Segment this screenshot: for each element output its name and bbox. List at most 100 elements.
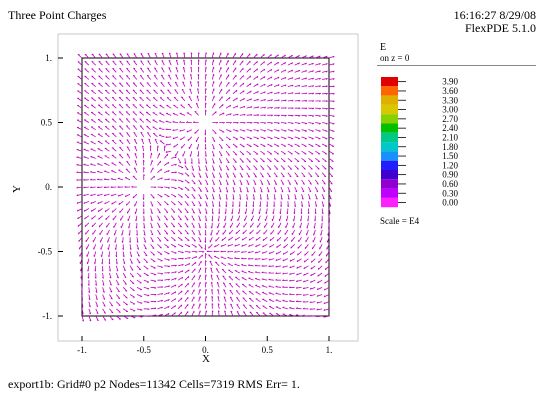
field-vector-head — [212, 162, 215, 164]
legend-level-label: 0.60 — [442, 179, 458, 189]
field-vector-head — [91, 217, 93, 220]
field-vector-head — [198, 226, 201, 229]
field-vector-head — [320, 226, 323, 229]
field-vector-head — [220, 244, 223, 247]
field-vector-head — [174, 156, 177, 159]
field-vector-head — [188, 95, 191, 98]
field-vector-head — [154, 314, 157, 317]
field-vector — [150, 244, 155, 249]
field-vector-head — [270, 69, 273, 72]
field-vector-head — [161, 300, 164, 302]
field-vector-head — [160, 89, 163, 91]
field-vector — [91, 215, 96, 220]
field-vector — [282, 293, 288, 295]
field-vector — [164, 215, 168, 221]
field-vector — [83, 156, 89, 159]
field-vector-head — [254, 251, 257, 254]
field-vector — [282, 300, 288, 303]
field-vector-head — [199, 240, 202, 243]
field-vector — [198, 310, 201, 317]
field-vector-head — [159, 240, 162, 242]
field-vector — [217, 222, 220, 229]
field-vector-head — [197, 154, 199, 157]
field-vector — [267, 76, 273, 80]
field-vector — [266, 158, 272, 163]
field-vector-head — [250, 122, 253, 124]
field-vector — [184, 243, 191, 247]
field-vector-head — [119, 53, 122, 55]
field-vector-head — [205, 212, 208, 215]
field-vector-head — [147, 52, 150, 55]
field-vector-head — [90, 201, 93, 204]
field-vector-head — [263, 54, 265, 57]
field-vector-head — [213, 52, 215, 55]
field-vector-head — [247, 183, 250, 186]
field-vector — [83, 134, 90, 138]
field-vector-head — [321, 212, 324, 215]
field-vector-head — [205, 296, 208, 298]
field-vector — [150, 167, 154, 173]
field-vector-head — [277, 69, 280, 72]
field-vector-head — [165, 143, 168, 146]
field-vector-head — [220, 154, 223, 157]
field-vector — [102, 308, 106, 314]
field-vector — [129, 301, 136, 305]
field-vector-head — [98, 217, 100, 220]
field-vector — [164, 186, 170, 189]
field-vector-head — [197, 73, 200, 76]
field-vector-head — [193, 240, 196, 242]
field-vector-head — [119, 154, 122, 156]
field-vector-head — [233, 176, 236, 178]
field-vector — [194, 129, 199, 134]
field-vector-head — [142, 145, 144, 148]
field-vector-head — [248, 238, 251, 241]
field-vector-head — [236, 113, 239, 116]
field-vector — [323, 315, 330, 318]
field-vector-head — [97, 194, 99, 196]
field-vector — [218, 179, 222, 186]
field-vector — [184, 201, 189, 206]
field-vector-head — [319, 70, 321, 73]
field-vector — [126, 146, 131, 152]
field-vector — [170, 229, 176, 235]
field-vector-head — [140, 67, 143, 70]
field-vector-head — [275, 183, 277, 185]
field-vector-head — [270, 61, 272, 64]
field-vector — [157, 160, 161, 166]
field-vector-head — [281, 190, 284, 193]
legend-level-label: 2.40 — [442, 123, 458, 133]
field-vector — [232, 52, 236, 59]
field-vector-head — [332, 123, 335, 125]
field-vector — [280, 158, 286, 163]
field-vector-head — [270, 130, 273, 132]
field-vector — [134, 160, 138, 166]
field-vector — [133, 67, 138, 73]
field-vector-head — [312, 100, 315, 102]
field-vector — [170, 236, 176, 241]
field-vector — [267, 91, 273, 95]
field-vector-head — [264, 122, 267, 124]
field-vector-head — [164, 145, 166, 148]
field-vector — [275, 272, 282, 274]
field-vector-head — [103, 305, 106, 307]
field-vector — [287, 179, 292, 185]
field-vector — [171, 163, 177, 166]
field-vector — [102, 301, 106, 307]
field-vector-head — [143, 174, 145, 177]
field-vector-head — [216, 122, 219, 124]
field-vector — [134, 145, 138, 152]
field-vector — [126, 139, 131, 145]
field-vector-head — [215, 268, 218, 270]
field-vector — [325, 265, 330, 271]
field-vector-head — [131, 269, 134, 271]
field-vector — [170, 305, 176, 310]
field-vector — [79, 251, 83, 257]
field-vector — [308, 92, 314, 95]
field-vector-head — [259, 197, 262, 200]
field-vector — [150, 307, 157, 310]
field-vector — [294, 158, 300, 162]
field-vector-head — [220, 147, 223, 149]
field-vector — [154, 67, 158, 73]
field-vector — [296, 258, 302, 263]
field-vector — [273, 194, 276, 200]
